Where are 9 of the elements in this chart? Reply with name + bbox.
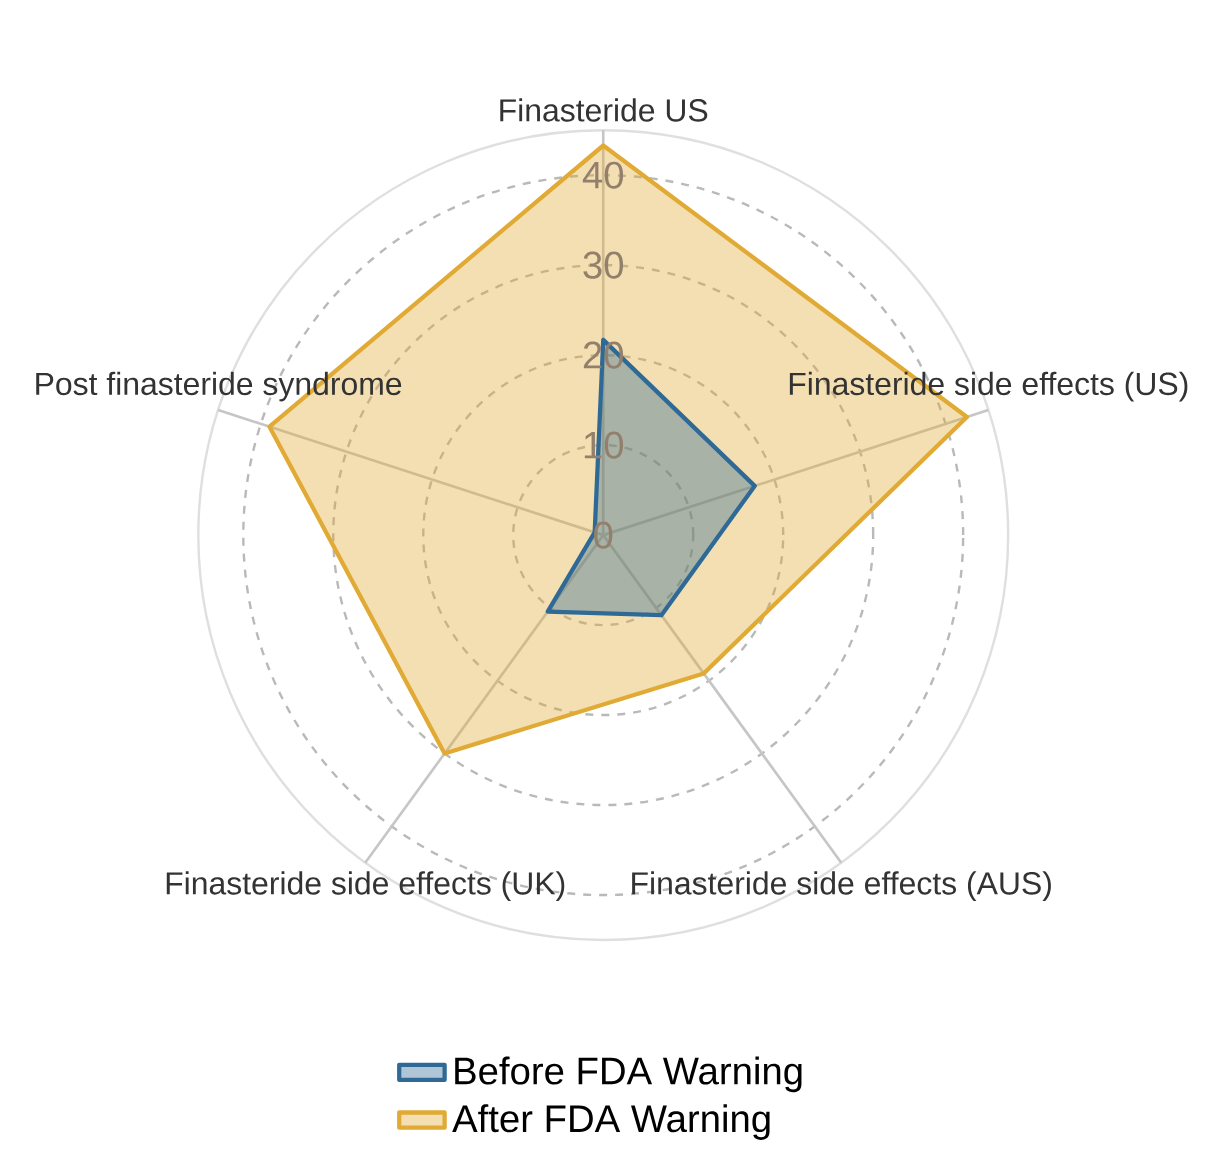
legend-label: Before FDA Warning	[455, 1056, 802, 1093]
y-tick-label: 30	[583, 251, 624, 279]
spoke-label: Finasteride side effects (UK)	[166, 871, 565, 901]
legend-label: After FDA Warning	[452, 1104, 770, 1140]
y-tick-label: 0	[594, 521, 613, 549]
spoke-label: Finasteride side effects (AUS)	[632, 871, 1051, 901]
spoke-label: Finasteride US	[500, 98, 708, 122]
y-tick-label: 20	[583, 341, 624, 369]
y-tick-label: 40	[582, 161, 624, 189]
